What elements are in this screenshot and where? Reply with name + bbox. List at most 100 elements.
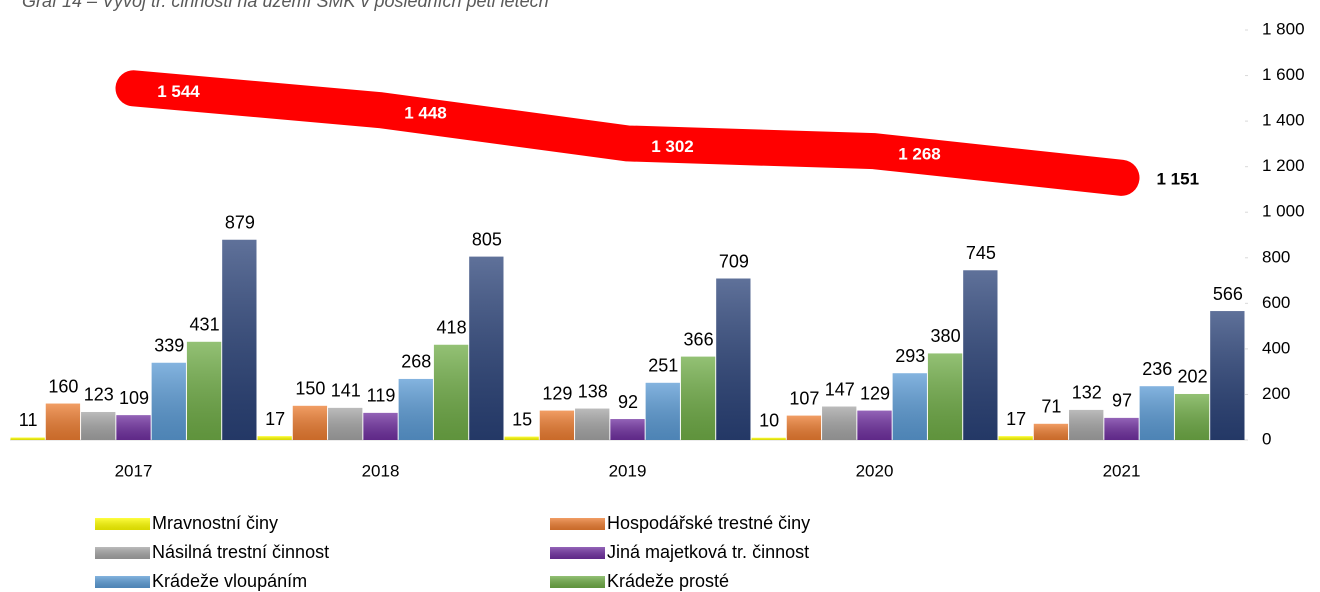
data-label: 339 <box>154 336 184 356</box>
data-label: 129 <box>542 383 572 403</box>
data-label: 123 <box>84 385 114 405</box>
data-label: 119 <box>367 386 396 406</box>
bar-sheen <box>504 436 539 440</box>
bar-sheen <box>857 410 892 440</box>
legend-label: Krádeže prosté <box>607 571 729 591</box>
data-label: 879 <box>225 213 255 233</box>
data-label: 745 <box>966 243 996 263</box>
bar-sheen <box>363 412 398 440</box>
bar-sheen <box>927 353 963 440</box>
bar-sheen <box>292 405 328 440</box>
bar-sheen <box>1104 417 1139 440</box>
bar-sheen <box>257 436 292 440</box>
data-label: 431 <box>190 315 220 335</box>
x-tick-label: 2017 <box>115 461 153 480</box>
data-label: 129 <box>860 383 890 403</box>
data-label: 71 <box>1041 397 1061 417</box>
data-label: 236 <box>1142 359 1172 379</box>
y-tick-label: 600 <box>1262 293 1290 312</box>
bar-sheen <box>716 278 751 440</box>
legend-label: Mravnostní činy <box>152 513 278 533</box>
y-tick-label: 1 600 <box>1262 65 1305 84</box>
y-tick-label: 1 400 <box>1262 111 1305 130</box>
legend-swatch-sheen <box>95 547 150 559</box>
legend-swatch-sheen <box>95 576 150 588</box>
bar-sheen <box>786 415 822 440</box>
data-label: 418 <box>437 318 467 338</box>
x-tick-label: 2019 <box>609 461 647 480</box>
data-label: 1 544 <box>157 82 200 101</box>
bar-sheen <box>575 408 610 440</box>
x-tick-label: 2020 <box>856 461 894 480</box>
bar-sheen <box>539 410 575 440</box>
legend-label: Jiná majetková tr. činnost <box>607 542 809 562</box>
data-label: 17 <box>1006 409 1026 429</box>
y-tick-label: 1 200 <box>1262 156 1305 175</box>
data-label: 293 <box>895 346 925 366</box>
line <box>115 70 1140 196</box>
bar-sheen <box>822 406 857 440</box>
bar-sheen <box>328 407 363 440</box>
x-tick-label: 2021 <box>1103 461 1141 480</box>
bar-sheen <box>151 362 186 440</box>
legend-label: Hospodářské trestné činy <box>607 513 810 533</box>
data-label: 150 <box>295 379 325 399</box>
y-tick-label: 200 <box>1262 384 1290 403</box>
bar-sheen <box>10 437 45 440</box>
bar-sheen <box>1174 393 1210 440</box>
y-tick-label: 1 800 <box>1262 19 1305 38</box>
data-label: 251 <box>648 356 678 376</box>
y-tick-label: 800 <box>1262 247 1290 266</box>
data-label: 17 <box>265 409 285 429</box>
data-label: 1 302 <box>651 137 694 156</box>
data-label: 805 <box>472 229 502 249</box>
legend-label: Násilná trestní činnost <box>152 542 329 562</box>
data-label: 268 <box>401 352 431 372</box>
legend-swatch-sheen <box>95 518 150 530</box>
bar-sheen <box>680 356 716 440</box>
data-label: 147 <box>825 379 855 399</box>
y-tick-label: 400 <box>1262 338 1290 357</box>
data-label: 15 <box>512 409 532 429</box>
bar-sheen <box>998 436 1033 440</box>
legend-label: Krádeže vloupáním <box>152 571 307 591</box>
data-label: 138 <box>578 381 608 401</box>
x-tick-label: 2018 <box>362 461 400 480</box>
data-label: 10 <box>759 410 779 430</box>
data-label: 141 <box>331 381 361 401</box>
data-label: 202 <box>1178 367 1208 387</box>
data-label: 380 <box>931 326 961 346</box>
bar-sheen <box>1069 409 1104 440</box>
legend-swatch-sheen <box>550 547 605 559</box>
bar-sheen <box>222 239 257 440</box>
bar-sheen <box>45 403 81 440</box>
data-label: 566 <box>1213 284 1243 304</box>
bar-sheen <box>1033 423 1069 440</box>
bar-sheen <box>81 411 116 440</box>
data-label: 107 <box>789 388 819 408</box>
data-label: 109 <box>119 388 149 408</box>
bar-sheen <box>116 415 151 440</box>
bar-sheen <box>1139 386 1174 440</box>
legend-swatch-sheen <box>550 576 605 588</box>
data-label: 97 <box>1112 391 1132 411</box>
bar-sheen <box>645 382 680 440</box>
data-label: 709 <box>719 251 749 271</box>
data-label: 160 <box>48 376 78 396</box>
data-label: 1 268 <box>898 145 941 164</box>
data-label: 366 <box>684 329 714 349</box>
bar-sheen <box>469 256 504 440</box>
bar-sheen <box>398 378 433 440</box>
legend-swatch-sheen <box>550 518 605 530</box>
bar-sheen <box>1210 311 1245 440</box>
data-label: 132 <box>1072 383 1102 403</box>
bar-sheen <box>751 437 786 440</box>
data-label: 1 448 <box>404 104 447 123</box>
bar-sheen <box>963 270 998 440</box>
data-label: 1 151 <box>1157 169 1200 188</box>
chart-title: Graf 14 – Vývoj tr. činnosti na území SM… <box>22 0 549 11</box>
bar-sheen <box>892 373 927 440</box>
data-label: 92 <box>618 392 638 412</box>
y-tick-label: 1 000 <box>1262 202 1305 221</box>
